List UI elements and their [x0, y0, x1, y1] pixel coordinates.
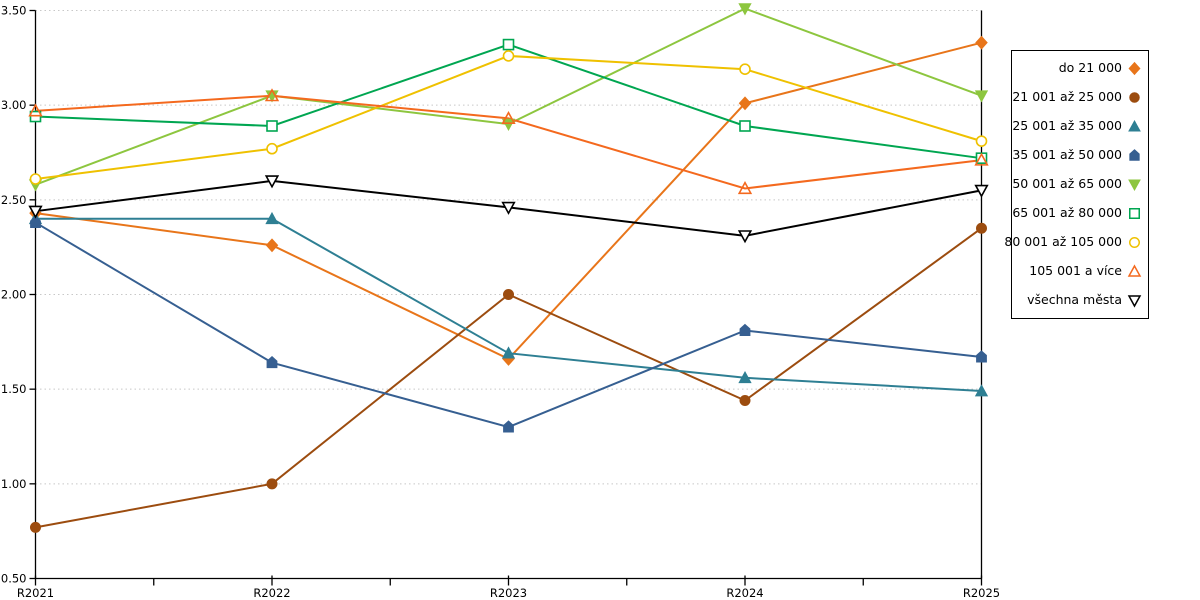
data-point-marker [266, 478, 278, 490]
data-point-marker [29, 173, 42, 185]
data-point-marker [501, 201, 516, 215]
data-point-marker [29, 110, 42, 123]
data-point-marker [739, 120, 751, 132]
data-point-marker [976, 222, 987, 234]
x-tick-label: R2022 [253, 586, 290, 600]
data-point-marker [1128, 61, 1141, 76]
data-point-marker [30, 215, 41, 229]
data-point-marker [737, 181, 753, 195]
legend-item-0: do 21 000 [1016, 61, 1142, 76]
series-line-4 [35, 7, 982, 186]
triangle-up-marker-icon [1128, 119, 1141, 132]
series-line-7 [35, 94, 982, 190]
data-point-marker [1128, 179, 1141, 192]
square-marker-icon [1129, 208, 1140, 219]
data-point-marker [974, 152, 989, 166]
series-line-1 [35, 227, 983, 529]
x-tick-label: R2024 [726, 586, 763, 600]
series-line-3 [34, 221, 982, 429]
legend-item-5: 65 001 až 80 000 [1012, 206, 1142, 221]
data-point-marker [265, 211, 279, 225]
data-point-marker [502, 50, 515, 62]
x-tick-label: R2025 [963, 586, 1000, 600]
data-point-marker [738, 370, 752, 384]
data-point-marker [30, 521, 41, 533]
data-point-marker [266, 142, 278, 155]
data-point-marker [264, 88, 280, 102]
data-point-marker [266, 120, 278, 132]
legend-item-label: všechna města [1027, 292, 1122, 308]
data-point-marker [501, 110, 516, 125]
legend-item-6: 80 001 až 105 000 [1004, 235, 1142, 250]
circle-marker-icon [1129, 92, 1140, 103]
y-tick-label: 3.50 [1, 4, 27, 18]
data-point-marker [1127, 264, 1142, 277]
legend-item-7: 105 001 a více [1016, 264, 1142, 279]
triangle-down-marker-icon [1127, 295, 1142, 308]
data-point-marker [1129, 237, 1140, 248]
data-point-marker [501, 118, 516, 131]
data-point-marker [738, 3, 752, 16]
circle-marker-icon [1129, 237, 1140, 248]
data-point-marker [975, 35, 988, 50]
legend-item-3: 35 001 až 50 000 [1012, 148, 1142, 163]
data-point-marker [1129, 92, 1140, 103]
y-tick-label: 2.50 [1, 193, 27, 207]
data-point-marker [266, 355, 278, 369]
data-point-marker [28, 205, 43, 219]
data-point-marker [502, 38, 515, 51]
legend-item-label: 50 001 až 65 000 [1012, 176, 1122, 192]
x-tick-label: R2021 [17, 586, 54, 600]
data-point-marker [974, 384, 989, 397]
legend-item-2: 25 001 až 35 000 [1012, 119, 1142, 134]
legend-item-4: 50 001 až 65 000 [1012, 177, 1142, 192]
data-point-marker [1127, 295, 1142, 308]
data-point-marker [739, 323, 751, 336]
data-point-marker [976, 350, 987, 363]
data-point-marker [28, 103, 43, 117]
legend-item-label: 65 001 až 80 000 [1012, 205, 1122, 221]
legend: do 21 000 21 001 až 25 000 25 001 až 35 00… [1004, 50, 1149, 319]
data-point-marker [974, 184, 989, 198]
data-point-marker [501, 346, 516, 359]
data-point-marker [1129, 149, 1140, 161]
y-tick-label: 1.00 [1, 477, 27, 491]
legend-item-label: do 21 000 [1058, 60, 1122, 76]
data-point-marker [1128, 119, 1141, 132]
data-point-marker [265, 238, 279, 253]
legend-item-1: 21 001 až 25 000 [1012, 90, 1142, 105]
series-line-0 [35, 41, 982, 361]
legend-item-8: všechna města [1016, 293, 1142, 308]
y-tick-label: 3.00 [1, 98, 27, 112]
data-point-marker [974, 90, 989, 103]
triangle-up-marker-icon [1127, 264, 1142, 277]
data-point-marker [738, 96, 752, 111]
data-point-marker [264, 175, 280, 189]
x-tick-label: R2023 [490, 586, 527, 600]
diamond-marker-icon [1128, 61, 1141, 76]
data-point-marker [1129, 208, 1140, 219]
legend-item-label: 25 001 až 35 000 [1012, 118, 1122, 134]
y-tick-label: 0.50 [1, 572, 27, 586]
pentagon-marker-icon [1129, 149, 1140, 161]
data-point-marker [739, 395, 751, 407]
triangle-down-marker-icon [1128, 179, 1141, 192]
legend-item-label: 80 001 až 105 000 [1004, 234, 1122, 250]
legend-item-label: 21 001 až 25 000 [1012, 89, 1122, 105]
legend-item-label: 35 001 až 50 000 [1012, 147, 1122, 163]
data-point-marker [503, 420, 514, 433]
y-tick-label: 2.00 [1, 288, 27, 302]
data-point-marker [503, 289, 514, 300]
data-point-marker [737, 230, 753, 244]
y-tick-label: 1.50 [1, 382, 27, 396]
legend-item-label: 105 001 a více [1029, 263, 1122, 279]
data-point-marker [739, 63, 751, 75]
data-point-marker [975, 135, 988, 147]
